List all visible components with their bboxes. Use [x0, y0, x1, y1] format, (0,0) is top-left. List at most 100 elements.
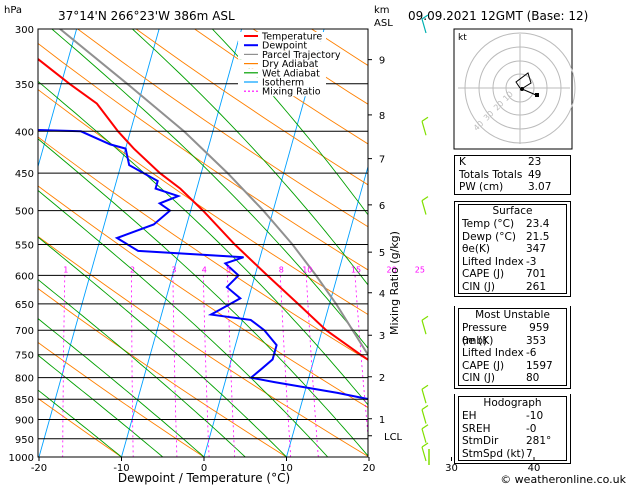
legend-entry: Parcel Trajectory: [262, 50, 341, 61]
wind-barb: [421, 18, 427, 34]
mixing-ratio-label: 1: [63, 265, 68, 274]
km-tick-label: LCL: [384, 432, 403, 443]
mixing-ratio-axis-label: Mixing Ratio (g/kg): [388, 231, 401, 335]
temperature-tick-label: 10: [280, 463, 293, 474]
pressure-tick-label: 600: [15, 271, 34, 282]
pressure-tick-label: 850: [15, 395, 34, 406]
surface-table: Surface Temp (°C) 23.4 Dewp (°C) 21.5 θe(K) 3…: [454, 201, 571, 297]
temperature-tick-label: 30: [445, 463, 458, 474]
index-k: K 23: [459, 156, 542, 168]
hodograph-row: EH -10: [462, 410, 544, 422]
temperature-tick-label: -20: [31, 463, 47, 474]
pressure-tick-label: 400: [15, 127, 34, 138]
wet-adiabat-line: [211, 29, 368, 216]
mixing-ratio-label: 20: [387, 265, 397, 274]
most-unstable-row: θe (K) 353: [462, 334, 547, 347]
most-unstable-row: Pressure (mb) 959: [462, 322, 550, 347]
x-axis-label: Dewpoint / Temperature (°C): [118, 471, 290, 485]
wind-barb: [421, 389, 427, 404]
wind-barb: [421, 315, 429, 321]
legend-entry: Temperature: [261, 32, 322, 43]
wind-barb: [421, 428, 427, 443]
dry-adiabat-line: [38, 397, 122, 457]
wind-barb: [421, 442, 429, 448]
datetime-title: 09.09.2021 12GMT (Base: 12): [408, 9, 588, 23]
wind-barb: [421, 196, 429, 202]
km-tick-label: 7: [379, 155, 385, 166]
dry-adiabat-line: [38, 341, 205, 457]
dry-adiabat-line: [38, 42, 368, 271]
temperature-tick-label: 0: [201, 463, 207, 474]
asl-unit: ASL: [374, 18, 393, 29]
wet-adiabat-line: [38, 354, 164, 457]
km-tick-label: 9: [379, 56, 385, 67]
index-totals: Totals Totals 49: [459, 168, 542, 181]
surface-row: CIN (J) 261: [462, 280, 547, 293]
most-unstable-title: Most Unstable: [475, 309, 550, 321]
pressure-tick-label: 900: [15, 416, 34, 427]
legend-bg: [238, 59, 326, 69]
indices-table: K 23 Totals Totals 49 PW (cm) 3.07: [454, 155, 571, 195]
km-tick-label: 6: [379, 201, 385, 212]
mixing-ratio-line: [202, 275, 210, 457]
dewpoint-line: [38, 129, 368, 401]
legend-bg: [238, 41, 326, 51]
most-unstable-row: Lifted Index -6: [462, 347, 537, 359]
legend-entry: Dewpoint: [262, 41, 307, 52]
surface-row: θe(K) 347: [462, 243, 547, 255]
wet-adiabat-line: [132, 29, 368, 286]
mixing-ratio-label: 25: [415, 265, 425, 274]
legend-bg: [238, 87, 326, 97]
surface-title: Surface: [492, 205, 533, 217]
wind-barbs: [421, 14, 430, 465]
legend-bg: [238, 78, 326, 87]
pressure-tick-label: 350: [15, 80, 34, 91]
wet-adiabat-line: [38, 389, 122, 457]
hodograph-title: Hodograph: [483, 397, 542, 409]
dry-adiabat-line: [77, 29, 368, 228]
pressure-tick-label: 800: [15, 374, 34, 385]
wind-barb: [421, 320, 427, 335]
wind-barb: [421, 200, 427, 215]
storm-motion-end: [535, 93, 539, 97]
surface-row: CAPE (J) 701: [462, 268, 547, 280]
wind-barb: [421, 409, 427, 424]
pressure-tick-label: 300: [15, 25, 34, 36]
wet-adiabat-line: [38, 278, 246, 457]
surface-row: Lifted Index -3: [462, 255, 537, 268]
hodograph-trace: [515, 72, 532, 89]
storm-motion-vector: [521, 88, 537, 96]
dry-adiabat-line: [604, 29, 629, 457]
temperature-tick-label: 40: [528, 463, 541, 474]
legend-entry: Mixing Ratio: [262, 87, 321, 98]
mixing-ratio-label: 4: [202, 265, 207, 274]
mixing-ratio-label: 5: [226, 265, 231, 274]
legend-entry: Dry Adiabat: [262, 59, 319, 70]
pressure-tick-label: 700: [15, 326, 34, 337]
isotherm-line: [38, 29, 160, 457]
wind-barb: [421, 446, 427, 462]
mixing-ratio-line: [279, 275, 292, 457]
mixing-ratio-label: 10: [302, 265, 312, 274]
mixing-ratio-line: [62, 275, 66, 457]
plot-frame: [37, 28, 369, 458]
parcel-trajectory-line: [59, 29, 368, 357]
index-pw: PW (cm) 3.07: [459, 181, 552, 193]
km-tick-label: 4: [379, 289, 385, 300]
legend-bg: [238, 32, 326, 41]
wind-barb: [421, 424, 429, 430]
copyright: © weatheronline.co.uk: [500, 473, 626, 486]
km-unit: km: [374, 5, 390, 16]
temperature-tick-label: -10: [113, 463, 129, 474]
hodograph-row: StmDir 281°: [462, 435, 552, 447]
wind-barb: [421, 14, 429, 20]
dry-adiabat-line: [38, 185, 368, 409]
temperature-tick-label: 20: [363, 463, 376, 474]
hodograph-unit: kt: [458, 33, 467, 43]
pressure-tick-label: 750: [15, 351, 34, 362]
wind-barb: [421, 116, 429, 122]
mixing-ratio-label: 3: [171, 265, 176, 274]
hodograph-row: StmSpd (kt) 7: [462, 447, 533, 460]
pressure-tick-label: 550: [15, 240, 34, 251]
